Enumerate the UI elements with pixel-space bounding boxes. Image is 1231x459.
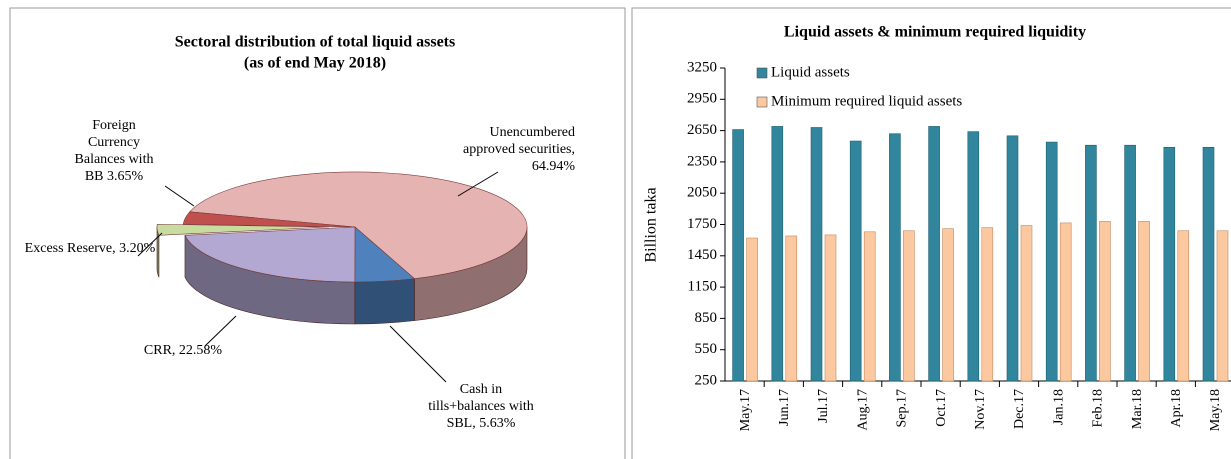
pie-slice — [189, 171, 528, 279]
y-tick-label: 2650 — [687, 122, 717, 138]
panel-border — [631, 7, 1231, 459]
legend-swatch — [756, 67, 768, 79]
bar — [889, 133, 901, 382]
label-text: 22.58% — [178, 343, 223, 358]
x-tick-label: Nov.17 — [973, 389, 988, 430]
y-tick-label: 1450 — [687, 247, 717, 263]
pie-slice — [182, 211, 356, 228]
bar — [1099, 221, 1111, 382]
y-tick-label: 850 — [695, 310, 718, 326]
leader-line — [457, 171, 499, 197]
bar — [810, 127, 823, 382]
pie-title: Sectoral distribution of total liquid as… — [175, 34, 455, 51]
label-text: Unencumbered approved securities, — [463, 125, 575, 157]
data-label: Excess Reserve, 3.20% — [20, 240, 160, 257]
bar — [981, 227, 994, 382]
legend-swatch — [756, 96, 768, 108]
bar — [967, 131, 980, 382]
label-text: 3.20% — [119, 241, 156, 256]
bar — [863, 231, 876, 382]
bar-title: Liquid assets & minimum required liquidi… — [784, 24, 1086, 41]
y-tick-label: 2350 — [687, 153, 717, 169]
bar — [1085, 144, 1097, 382]
bar — [849, 140, 862, 382]
bar — [1138, 221, 1150, 382]
bar — [1177, 230, 1190, 382]
bar — [1124, 144, 1136, 382]
bar — [1163, 146, 1176, 382]
x-tick-label: Mar.18 — [1130, 389, 1145, 429]
bar — [785, 235, 798, 382]
y-tick-label: 3250 — [687, 59, 717, 75]
leader-line — [137, 232, 163, 257]
legend-label: Liquid assets — [771, 64, 850, 80]
x-tick-label: Sep.17 — [895, 389, 910, 428]
x-tick-label: Feb.18 — [1091, 389, 1106, 428]
data-label: CRR, 22.58% — [138, 342, 228, 359]
bar — [746, 237, 758, 382]
x-tick-label: Jul.17 — [816, 389, 831, 423]
bar — [942, 228, 954, 382]
label-text: 64.94% — [531, 159, 575, 174]
y-tick-label: 1750 — [687, 216, 717, 232]
label-text: 3.65% — [107, 169, 144, 184]
bar — [1045, 141, 1058, 382]
x-tick-label: Aug.17 — [855, 389, 870, 431]
bar — [1006, 135, 1019, 382]
pie-side — [354, 278, 415, 325]
label-text: 5.63% — [479, 416, 516, 431]
pie-slice — [184, 226, 356, 283]
x-tick-label: Dec.17 — [1012, 389, 1027, 429]
y-axis-label: Billion taka — [643, 187, 660, 262]
bar — [824, 234, 837, 382]
panel-border — [9, 7, 626, 459]
leader-line — [389, 325, 447, 383]
x-tick-label: May.17 — [738, 389, 753, 431]
y-tick-label: 550 — [695, 341, 718, 357]
y-tick-label: 2950 — [687, 91, 717, 107]
leader-line — [164, 185, 195, 207]
pie-subtitle: (as of end May 2018) — [244, 55, 386, 72]
x-tick-label: Jan.18 — [1051, 389, 1066, 425]
leader-line — [204, 315, 237, 347]
label-text: Excess Reserve, — [24, 241, 116, 256]
bar — [732, 129, 744, 382]
x-tick-label: Oct.17 — [934, 389, 949, 427]
bar — [1202, 146, 1215, 382]
y-tick-label: 1150 — [688, 279, 717, 295]
bar — [928, 126, 940, 382]
data-label: Foreign Currency Balances with BB 3.65% — [66, 117, 162, 185]
label-text: Foreign Currency Balances with BB — [74, 118, 154, 184]
bar — [771, 126, 784, 382]
bar — [1216, 230, 1229, 382]
label-text: CRR, — [143, 343, 176, 358]
x-tick-label: Jun.17 — [777, 389, 792, 426]
data-label: Cash in tills+balances with SBL, 5.63% — [425, 381, 537, 432]
bar — [903, 230, 915, 382]
y-tick-label: 2050 — [687, 185, 717, 201]
label-text: Cash in tills+balances with SBL, — [428, 382, 534, 431]
x-tick-label: Apr.18 — [1169, 389, 1184, 428]
data-label: Unencumbered approved securities, 64.94% — [459, 124, 575, 175]
bar — [1059, 222, 1072, 382]
x-tick-label: May.18 — [1208, 389, 1223, 431]
legend-label: Minimum required liquid assets — [771, 93, 962, 109]
bar — [1020, 225, 1033, 382]
y-tick-label: 250 — [695, 372, 718, 388]
